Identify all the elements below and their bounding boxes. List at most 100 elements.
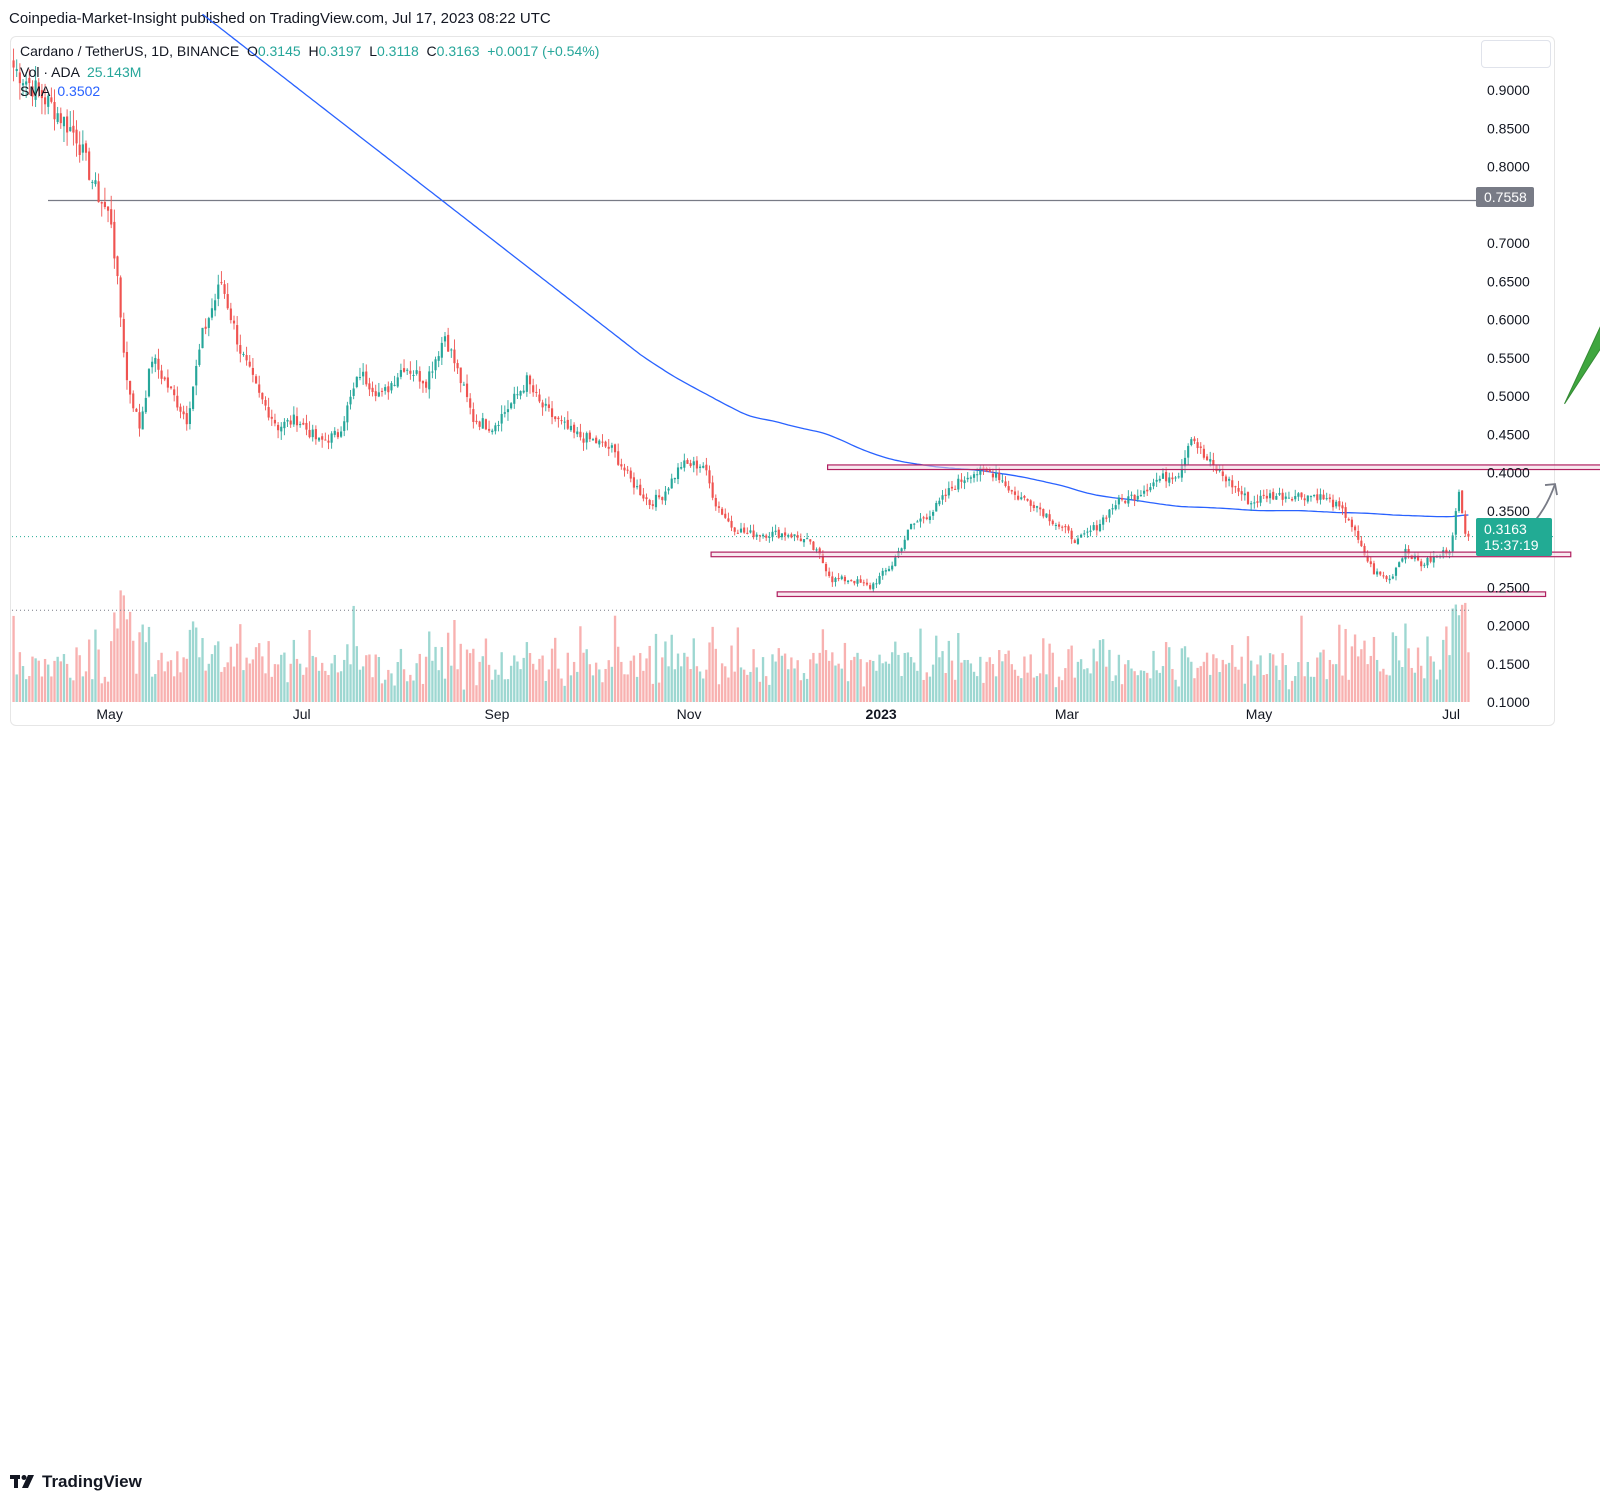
candle bbox=[1127, 490, 1129, 507]
candle-body bbox=[926, 517, 928, 519]
volume-bar bbox=[1429, 656, 1431, 702]
volume-bar bbox=[264, 673, 266, 702]
candle-body bbox=[863, 582, 865, 583]
candle-body bbox=[157, 359, 159, 370]
y-tick-label: 0.3500 bbox=[1487, 503, 1530, 519]
volume-bar bbox=[1203, 662, 1205, 702]
volume-bar bbox=[1461, 605, 1463, 702]
candle bbox=[1461, 490, 1463, 513]
volume-bar bbox=[1196, 668, 1198, 702]
volume-bar bbox=[1228, 663, 1230, 702]
candle-body bbox=[60, 113, 62, 123]
candle bbox=[957, 475, 959, 493]
candle-body bbox=[13, 60, 15, 67]
volume-bar bbox=[1426, 636, 1428, 702]
candle bbox=[579, 424, 581, 441]
candle-body bbox=[233, 321, 235, 324]
candle-body bbox=[170, 387, 172, 389]
candle-body bbox=[286, 420, 288, 422]
candle-body bbox=[869, 585, 871, 589]
candle bbox=[573, 422, 575, 438]
candle-body bbox=[472, 409, 474, 422]
volume-bar bbox=[1464, 603, 1466, 702]
candle bbox=[1354, 525, 1356, 537]
volume-bar bbox=[400, 649, 402, 702]
volume-bar bbox=[28, 676, 30, 702]
volume-bar bbox=[1360, 649, 1362, 702]
candle-body bbox=[664, 492, 666, 501]
volume-bar bbox=[548, 669, 550, 702]
candle bbox=[1319, 488, 1321, 504]
candle bbox=[378, 383, 380, 397]
volume-bar bbox=[422, 684, 424, 702]
volume-bar bbox=[894, 642, 896, 702]
candle-body bbox=[630, 471, 632, 479]
tradingview-brand[interactable]: TradingView bbox=[10, 1472, 142, 1492]
candle-body bbox=[460, 368, 462, 384]
candle-body bbox=[756, 535, 758, 537]
candle-body bbox=[75, 130, 77, 144]
volume-bar bbox=[1121, 684, 1123, 702]
price-chart[interactable]: 0.90000.85000.80000.70000.65000.60000.55… bbox=[0, 0, 1600, 783]
candle bbox=[623, 464, 625, 477]
candle bbox=[192, 386, 194, 411]
candle bbox=[75, 120, 77, 157]
candle-body bbox=[201, 328, 203, 348]
candle bbox=[847, 580, 849, 584]
volume-bar bbox=[589, 664, 591, 702]
volume-bar bbox=[296, 659, 298, 702]
volume-bar bbox=[800, 680, 802, 702]
candle-body bbox=[220, 282, 222, 283]
candle-body bbox=[214, 300, 216, 310]
candle bbox=[1373, 561, 1375, 575]
candle-body bbox=[1039, 507, 1041, 509]
volume-bar bbox=[500, 652, 502, 702]
volume-bar bbox=[154, 674, 156, 702]
candle bbox=[290, 415, 292, 428]
volume-bar bbox=[393, 686, 395, 702]
volume-bar bbox=[1146, 673, 1148, 702]
candle-body bbox=[283, 422, 285, 428]
candle bbox=[315, 425, 317, 444]
volume-bar bbox=[1332, 664, 1334, 702]
volume-bar bbox=[346, 644, 348, 702]
candle bbox=[586, 432, 588, 450]
candle bbox=[1322, 490, 1324, 500]
volume-bar bbox=[979, 657, 981, 702]
candle-body bbox=[1159, 479, 1161, 481]
candle-body bbox=[1096, 525, 1098, 530]
volume-bar bbox=[1382, 669, 1384, 702]
candle bbox=[205, 318, 207, 334]
volume-bar bbox=[878, 655, 880, 702]
candle bbox=[419, 366, 421, 388]
candle-body bbox=[1370, 561, 1372, 564]
candle bbox=[523, 385, 525, 394]
volume-bar bbox=[419, 654, 421, 702]
candle bbox=[186, 406, 188, 431]
candle-body bbox=[1011, 490, 1013, 491]
volume-bar bbox=[44, 659, 46, 702]
candle-body bbox=[633, 477, 635, 487]
candle-body bbox=[1190, 439, 1192, 445]
candle bbox=[1115, 500, 1117, 510]
candle-body bbox=[878, 576, 880, 584]
candle-body bbox=[1304, 498, 1306, 500]
volume-bar bbox=[176, 651, 178, 702]
candle-body bbox=[913, 524, 915, 525]
volume-bar bbox=[387, 670, 389, 702]
candle-body bbox=[753, 531, 755, 538]
candle-body bbox=[1247, 492, 1249, 504]
volume-bar bbox=[1067, 649, 1069, 702]
volume-bar bbox=[167, 661, 169, 702]
candle bbox=[872, 582, 874, 592]
candle bbox=[1052, 519, 1054, 525]
candle bbox=[394, 376, 396, 387]
price-scale-button[interactable] bbox=[1481, 40, 1551, 68]
volume-bar bbox=[595, 663, 597, 702]
candle-body bbox=[356, 377, 358, 387]
candle bbox=[633, 472, 635, 494]
candle bbox=[1193, 436, 1195, 444]
candle bbox=[693, 457, 695, 472]
candle-body bbox=[1300, 493, 1302, 498]
candle bbox=[173, 385, 175, 401]
